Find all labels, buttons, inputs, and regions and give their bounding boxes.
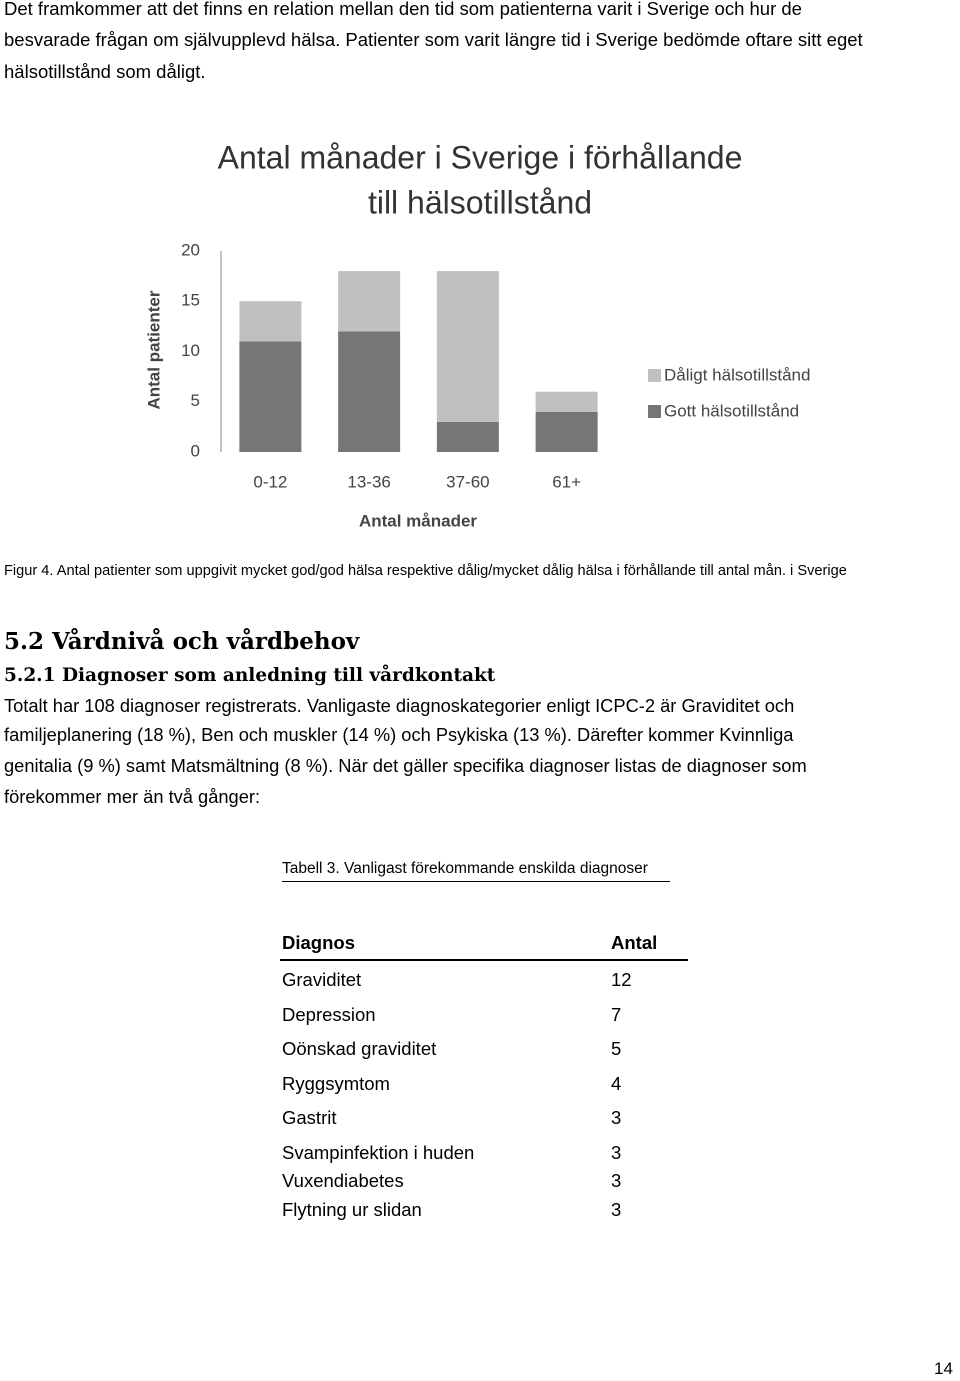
- legend-swatch: [648, 405, 661, 418]
- body-line: genitalia (9 %) samt Matsmältning (8 %).…: [4, 755, 807, 776]
- intro-line: Det framkommer att det finns en relation…: [4, 0, 802, 19]
- table-diagnosis: Svampinfektion i huden: [282, 1142, 475, 1163]
- bar-segment: [535, 411, 598, 452]
- table-diagnosis: Vuxendiabetes: [282, 1170, 404, 1191]
- table-caption: Tabell 3. Vanligast förekommande enskild…: [282, 860, 670, 882]
- bar-segment: [436, 271, 499, 422]
- table-diagnosis: Graviditet: [282, 969, 362, 990]
- x-tick-label: 13-36: [347, 472, 390, 491]
- bar-segment: [338, 331, 401, 452]
- table-header: Antal: [611, 932, 658, 953]
- x-tick-label: 0-12: [253, 472, 287, 491]
- bar-segment: [239, 341, 302, 452]
- x-axis-label: Antal månader: [359, 511, 477, 530]
- legend-label: Gott hälsotillstånd: [664, 401, 799, 420]
- bar-segment: [535, 391, 598, 412]
- table-diagnosis: Ryggsymtom: [282, 1073, 390, 1094]
- table-diagnosis: Depression: [282, 1004, 376, 1025]
- y-tick-label: 0: [191, 441, 200, 460]
- table-count: 3: [611, 1170, 622, 1191]
- chart-title: till hälsotillstånd: [368, 184, 592, 220]
- body-line: familjeplanering (18 %), Ben och muskler…: [4, 724, 794, 745]
- table-header: Diagnos: [282, 932, 355, 953]
- legend-label: Dåligt hälsotillstånd: [664, 365, 810, 384]
- body-line: Totalt har 108 diagnoser registrerats. V…: [4, 695, 795, 716]
- y-tick-label: 20: [181, 240, 200, 259]
- table-diagnosis: Flytning ur slidan: [282, 1199, 422, 1220]
- table-count: 3: [611, 1199, 622, 1220]
- intro-line: besvarade frågan om självupplevd hälsa. …: [4, 29, 863, 50]
- page-number: 14: [934, 1359, 953, 1378]
- table-count: 12: [611, 969, 632, 990]
- subsection-heading: 5.2.1 Diagnoser som anledning till vårdk…: [4, 665, 496, 686]
- chart-title: Antal månader i Sverige i förhållande: [218, 139, 743, 175]
- legend-swatch: [648, 369, 661, 382]
- table-count: 5: [611, 1038, 622, 1059]
- table-count: 3: [611, 1142, 622, 1163]
- figure-caption: Figur 4. Antal patienter som uppgivit my…: [4, 563, 847, 579]
- table-count: 7: [611, 1004, 622, 1025]
- y-axis-label: Antal patienter: [144, 290, 163, 409]
- y-tick-label: 15: [181, 291, 200, 310]
- table-rule: [280, 959, 688, 961]
- section-heading: 5.2 Vårdnivå och vårdbehov: [4, 628, 360, 655]
- bar-segment: [436, 421, 499, 452]
- x-tick-label: 37-60: [446, 472, 489, 491]
- y-tick-label: 5: [191, 391, 200, 410]
- x-tick-label: 61+: [552, 472, 581, 491]
- chart: Antal månader i Sverige i förhållande ti…: [144, 139, 810, 530]
- table-diagnosis: Oönskad graviditet: [282, 1038, 437, 1059]
- intro-line: hälsotillstånd som dåligt.: [4, 61, 206, 82]
- bar-segment: [338, 271, 401, 332]
- table-count: 4: [611, 1073, 622, 1094]
- y-tick-label: 10: [181, 341, 200, 360]
- table-diagnosis: Gastrit: [282, 1107, 337, 1128]
- body-line: förekommer mer än två gånger:: [4, 786, 261, 807]
- table-count: 3: [611, 1107, 622, 1128]
- bar-segment: [239, 301, 302, 342]
